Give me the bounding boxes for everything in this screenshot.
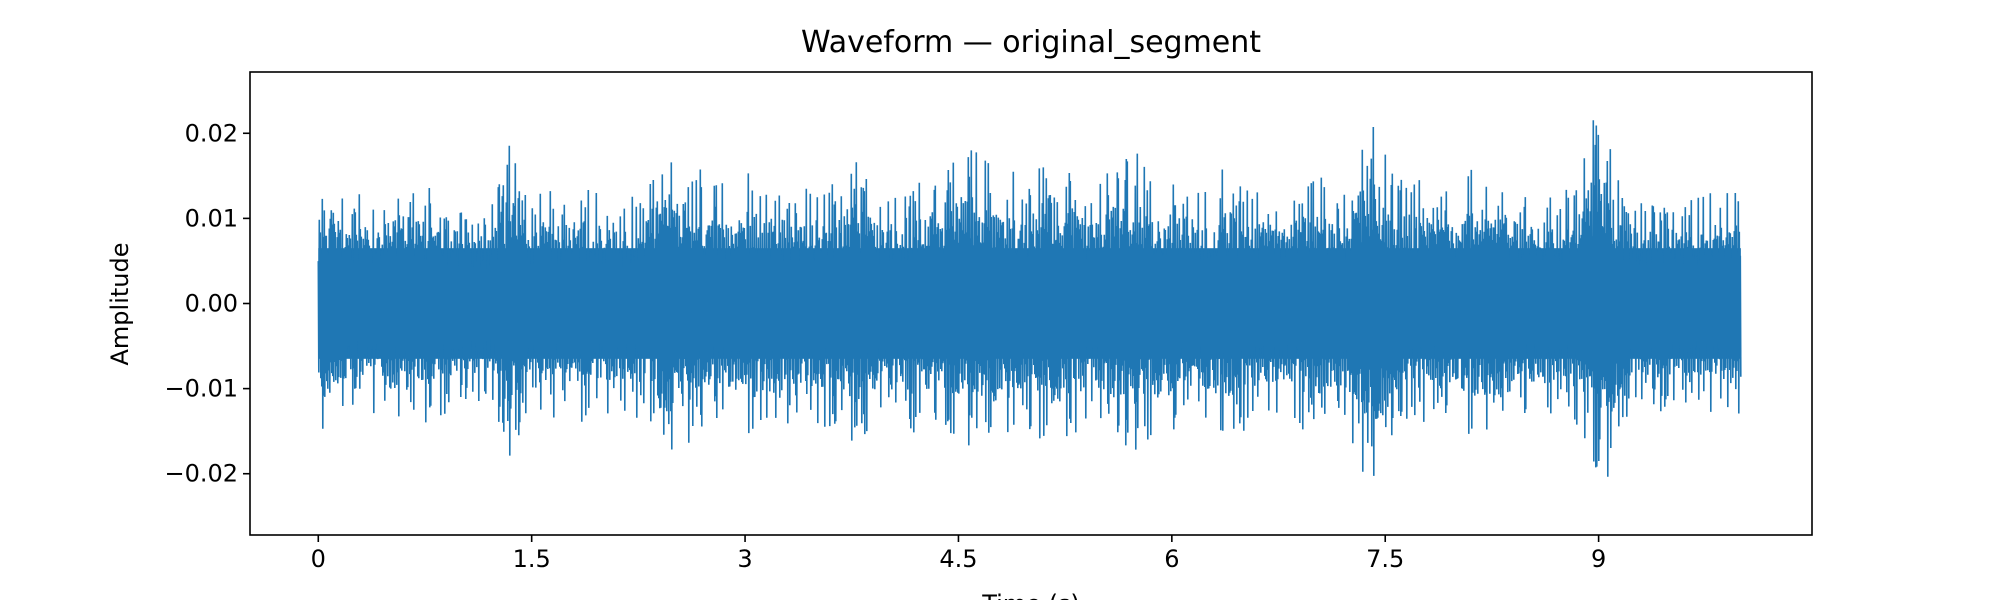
y-tick-label: −0.02: [164, 460, 238, 488]
x-tick-label: 7.5: [1366, 545, 1404, 573]
x-tick-label: 3: [737, 545, 752, 573]
x-tick-label: 4.5: [939, 545, 977, 573]
waveform-line: [317, 120, 1742, 477]
y-tick-label: −0.01: [164, 375, 238, 403]
x-tick-label: 9: [1591, 545, 1606, 573]
x-tick-label: 6: [1164, 545, 1179, 573]
chart-title: Waveform — original_segment: [801, 25, 1261, 60]
y-tick-label: 0.00: [185, 290, 238, 318]
y-axis-label: Amplitude: [106, 243, 134, 366]
x-tick-label: 1.5: [513, 545, 551, 573]
y-tick-label: 0.01: [185, 204, 238, 232]
x-tick-label: 0: [311, 545, 326, 573]
x-axis-label: Time (s): [981, 590, 1080, 600]
y-tick-label: 0.02: [185, 119, 238, 147]
